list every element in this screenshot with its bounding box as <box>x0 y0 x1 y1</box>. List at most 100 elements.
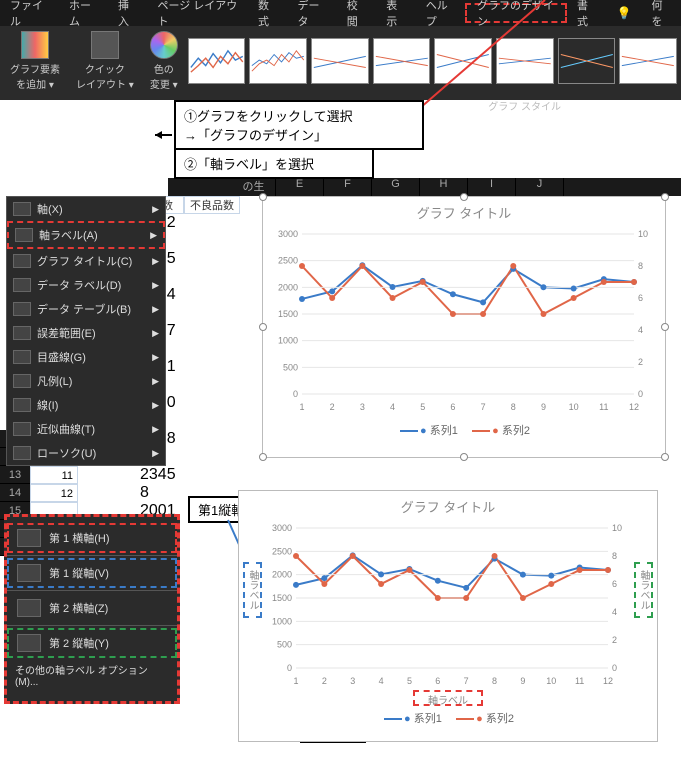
col-header: E <box>276 178 324 196</box>
menu-review[interactable]: 校閲 <box>337 0 377 29</box>
col-header: G <box>372 178 420 196</box>
chart-style-thumb[interactable] <box>188 38 246 84</box>
dd-item-title[interactable]: グラフ タイトル(C)▶ <box>7 249 165 273</box>
chart-plot: 0500100015002000250030000246810123456789… <box>264 228 664 418</box>
dd-item-datatable[interactable]: データ テーブル(B)▶ <box>7 297 165 321</box>
changecolors-icon <box>150 31 178 59</box>
errorbar-icon <box>13 326 31 340</box>
dd-item-errorbar[interactable]: 誤差範囲(E)▶ <box>7 321 165 345</box>
svg-text:2: 2 <box>330 402 335 412</box>
add-chart-element-button[interactable]: グラフ要素 を追加 ▾ <box>4 29 66 93</box>
axis-label-left[interactable]: 軸ラベル <box>243 562 262 618</box>
chart-style-thumb[interactable] <box>558 38 616 84</box>
axis-label-bottom[interactable]: 軸ラベル <box>413 690 483 706</box>
search-icon[interactable]: 💡 <box>607 6 642 20</box>
chart-style-thumb[interactable] <box>619 38 677 84</box>
svg-text:5: 5 <box>420 402 425 412</box>
svg-text:1000: 1000 <box>278 336 298 346</box>
chart-style-gallery[interactable] <box>188 38 677 84</box>
col-header: J <box>516 178 564 196</box>
dd-item-datalabel[interactable]: データ ラベル(D)▶ <box>7 273 165 297</box>
menu-insert[interactable]: 挿入 <box>108 0 148 29</box>
menu-data[interactable]: データ <box>288 0 337 29</box>
svg-text:10: 10 <box>612 523 622 533</box>
dd-item-line[interactable]: 線(I)▶ <box>7 393 165 417</box>
menu-formula[interactable]: 数式 <box>248 0 288 29</box>
add-chartel-icon <box>21 31 49 59</box>
axis-icon <box>13 202 31 216</box>
menu-view[interactable]: 表示 <box>376 0 416 29</box>
change-colors-button[interactable]: 色の 変更 ▾ <box>144 29 184 93</box>
svg-text:6: 6 <box>638 293 643 303</box>
svg-text:2500: 2500 <box>278 256 298 266</box>
chart-element-dropdown[interactable]: 軸(X)▶軸ラベル(A)▶グラフ タイトル(C)▶データ ラベル(D)▶データ … <box>6 196 166 466</box>
menu-help[interactable]: ヘルプ <box>416 0 465 29</box>
dd-item-trendline[interactable]: 近似曲線(T)▶ <box>7 417 165 441</box>
svg-text:0: 0 <box>287 663 292 673</box>
dd-item-axis[interactable]: 軸(X)▶ <box>7 197 165 221</box>
submenu-more[interactable]: その他の軸ラベル オプション(M)... <box>7 658 177 692</box>
svg-text:0: 0 <box>293 389 298 399</box>
line-icon <box>13 398 31 412</box>
chart-style-thumb[interactable] <box>373 38 431 84</box>
submenu-item-3[interactable]: 第 2 縦軸(Y) <box>7 628 177 658</box>
svg-text:12: 12 <box>629 402 639 412</box>
svg-text:10: 10 <box>546 676 556 686</box>
menu-pagelayout[interactable]: ページ レイアウト <box>147 0 248 29</box>
dd-item-updown[interactable]: ローソク(U)▶ <box>7 441 165 465</box>
axis-label-submenu[interactable]: 第 1 横軸(H) 第 1 縦軸(V) 第 2 横軸(Z) 第 2 縦軸(Y)その他の… <box>4 514 180 704</box>
callout-step2: ②「軸ラベル」を選択 <box>174 148 374 179</box>
axis-label-right[interactable]: 軸ラベル <box>634 562 653 618</box>
svg-text:8: 8 <box>638 261 643 271</box>
svg-text:6: 6 <box>450 402 455 412</box>
axislabel-icon <box>15 228 33 242</box>
menu-file[interactable]: ファイル <box>0 0 59 29</box>
quicklayout-icon <box>91 31 119 59</box>
svg-text:1: 1 <box>293 676 298 686</box>
tool-row: グラフ要素 を追加 ▾ クイック レイアウト ▾ 色の 変更 ▾ <box>0 26 681 96</box>
svg-text:1: 1 <box>299 402 304 412</box>
legend-icon <box>13 374 31 388</box>
chart-title[interactable]: グラフ タイトル <box>263 197 665 228</box>
quick-layout-button[interactable]: クイック レイアウト ▾ <box>70 29 140 93</box>
submenu-item-2[interactable]: 第 2 横軸(Z) <box>7 593 177 623</box>
svg-text:4: 4 <box>612 607 617 617</box>
menu-home[interactable]: ホーム <box>59 0 108 29</box>
menu-chart-design[interactable]: グラフのデザイン <box>465 3 567 23</box>
main-chart[interactable]: グラフ タイトル 0500100015002000250030000246810… <box>262 196 666 458</box>
lower-section: 第 1 横軸(H) 第 1 縦軸(V) 第 2 横軸(Z) 第 2 縦軸(Y)その他の… <box>0 490 681 770</box>
title-icon <box>13 254 31 268</box>
second-chart[interactable]: グラフ タイトル 軸ラベル 軸ラベル 050010001500200025003… <box>238 490 658 742</box>
chart-legend: ● 系列1 ● 系列2 <box>263 418 665 442</box>
chart-style-thumb[interactable] <box>311 38 369 84</box>
svg-text:4: 4 <box>379 676 384 686</box>
search-label: 何を <box>641 0 681 29</box>
chart2-plot: 0500100015002000250030000246810123456789… <box>258 522 638 692</box>
submenu-item-0[interactable]: 第 1 横軸(H) <box>7 523 177 553</box>
menubar: ファイル ホーム 挿入 ページ レイアウト 数式 データ 校閲 表示 ヘルプ グ… <box>0 0 681 26</box>
svg-text:500: 500 <box>283 362 298 372</box>
svg-text:6: 6 <box>435 676 440 686</box>
chart-style-thumb[interactable] <box>496 38 554 84</box>
svg-text:7: 7 <box>464 676 469 686</box>
chart-style-thumb[interactable] <box>434 38 492 84</box>
axis-icon <box>17 564 41 582</box>
axis-icon <box>17 599 41 617</box>
submenu-item-1[interactable]: 第 1 縦軸(V) <box>7 558 177 588</box>
dd-item-gridline[interactable]: 目盛線(G)▶ <box>7 345 165 369</box>
axis-icon <box>17 634 41 652</box>
svg-text:1500: 1500 <box>272 593 292 603</box>
svg-text:2: 2 <box>612 635 617 645</box>
svg-text:0: 0 <box>638 389 643 399</box>
dd-item-legend[interactable]: 凡例(L)▶ <box>7 369 165 393</box>
chart2-legend: ● 系列1 ● 系列2 <box>239 706 657 730</box>
svg-text:7: 7 <box>481 402 486 412</box>
svg-text:1000: 1000 <box>272 616 292 626</box>
menu-format[interactable]: 書式 <box>567 0 607 29</box>
svg-text:3: 3 <box>360 402 365 412</box>
trendline-icon <box>13 422 31 436</box>
dd-item-axislabel[interactable]: 軸ラベル(A)▶ <box>7 221 165 249</box>
chart-style-thumb[interactable] <box>249 38 307 84</box>
svg-text:2500: 2500 <box>272 546 292 556</box>
svg-text:12: 12 <box>603 676 613 686</box>
